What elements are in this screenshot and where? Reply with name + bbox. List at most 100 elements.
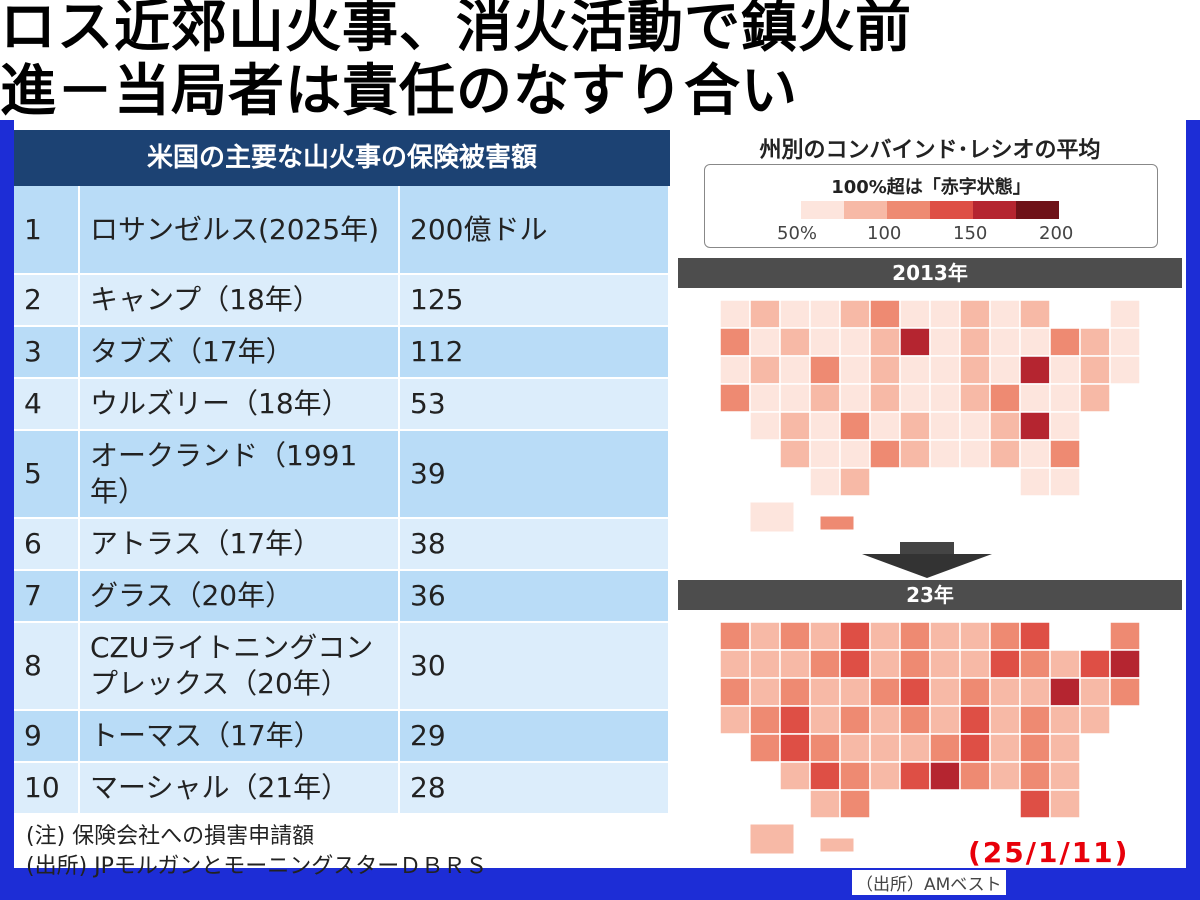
- state-region: [899, 327, 931, 357]
- state-region: [1109, 649, 1141, 679]
- state-region: [779, 327, 811, 357]
- state-region: [839, 411, 871, 441]
- state-region: [1079, 355, 1111, 385]
- state-region: [959, 677, 991, 707]
- state-region: [989, 621, 1021, 651]
- name-cell: アトラス（17年）: [79, 518, 400, 571]
- table-notes: (注) 保険会社への損害申請額 (出所) JPモルガンとモーニングスターＤＢＲＳ: [26, 822, 487, 882]
- state-region: [779, 299, 811, 329]
- state-region: [959, 355, 991, 385]
- amount-cell: 125: [399, 274, 670, 327]
- state-region: [899, 761, 931, 791]
- state-region: [869, 327, 901, 357]
- state-region: [989, 649, 1021, 679]
- state-region: [869, 411, 901, 441]
- state-region: [989, 761, 1021, 791]
- amount-cell: 38: [399, 518, 670, 571]
- state-region: [839, 733, 871, 763]
- state-region: [869, 383, 901, 413]
- state-region: [839, 467, 871, 497]
- state-region: [959, 733, 991, 763]
- state-region: [899, 677, 931, 707]
- state-region: [929, 705, 961, 735]
- legend-swatch: [1016, 201, 1059, 219]
- state-region: [899, 649, 931, 679]
- rank-cell: 9: [14, 710, 80, 763]
- state-region: [899, 439, 931, 469]
- state-region: [749, 733, 781, 763]
- state-region: [839, 677, 871, 707]
- state-region: [1109, 621, 1141, 651]
- state-region: [809, 327, 841, 357]
- state-region: [899, 411, 931, 441]
- state-region: [719, 649, 751, 679]
- state-region: [1109, 299, 1141, 329]
- amount-cell: 39: [399, 430, 670, 519]
- legend-swatch: [844, 201, 887, 219]
- state-region: [929, 649, 961, 679]
- state-region: [719, 705, 751, 735]
- legend-swatch: [930, 201, 973, 219]
- state-region: [809, 467, 841, 497]
- state-region: [989, 299, 1021, 329]
- state-region: [719, 677, 751, 707]
- state-region: [839, 761, 871, 791]
- name-cell: オークランド（1991年）: [79, 430, 400, 519]
- state-region: [779, 761, 811, 791]
- table-row: 2 キャンプ（18年） 125: [14, 274, 670, 327]
- state-region: [809, 677, 841, 707]
- state-region: [1019, 789, 1051, 819]
- state-region: [1019, 649, 1051, 679]
- rank-cell: 10: [14, 762, 80, 815]
- state-region: [749, 621, 781, 651]
- state-region: [779, 705, 811, 735]
- hawaii-region: [819, 837, 855, 853]
- table-row: 8 CZUライトニングコンプレックス（20年） 30: [14, 622, 670, 711]
- headline-line-1: ロス近郊山火事、消火活動で鎮火前: [0, 0, 912, 60]
- rank-cell: 4: [14, 378, 80, 431]
- amount-cell: 28: [399, 762, 670, 815]
- rank-cell: 8: [14, 622, 80, 711]
- state-region: [959, 383, 991, 413]
- state-region: [959, 761, 991, 791]
- map-source: （出所）AMベスト: [852, 870, 1006, 895]
- state-region: [839, 439, 871, 469]
- state-region: [719, 383, 751, 413]
- headline-line-2: 進－当局者は責任のなすり合い: [0, 59, 798, 124]
- state-region: [929, 439, 961, 469]
- state-region: [959, 705, 991, 735]
- state-region: [929, 411, 961, 441]
- down-arrow-icon: [862, 542, 992, 578]
- state-region: [779, 355, 811, 385]
- state-region: [959, 299, 991, 329]
- rank-cell: 5: [14, 430, 80, 519]
- state-region: [779, 411, 811, 441]
- map-title: 州別のコンバインド･レシオの平均: [759, 138, 1101, 163]
- state-region: [899, 383, 931, 413]
- amount-cell: 200億ドル: [399, 186, 670, 275]
- state-region: [1049, 467, 1081, 497]
- state-region: [719, 355, 751, 385]
- year-bar-2023: 23年: [678, 580, 1182, 610]
- us-map-2013: [719, 299, 1141, 533]
- state-region: [1049, 355, 1081, 385]
- state-region: [1049, 677, 1081, 707]
- state-region: [869, 299, 901, 329]
- state-region: [809, 761, 841, 791]
- rank-cell: 3: [14, 326, 80, 379]
- state-region: [1049, 789, 1081, 819]
- state-region: [809, 411, 841, 441]
- state-region: [1049, 327, 1081, 357]
- state-region: [839, 299, 871, 329]
- table-body: 1 ロサンゼルス(2025年) 200億ドル 2 キャンプ（18年） 125 3 タブズ（17…: [14, 186, 670, 815]
- state-region: [1049, 439, 1081, 469]
- state-region: [1019, 411, 1051, 441]
- rank-cell: 2: [14, 274, 80, 327]
- state-region: [899, 299, 931, 329]
- state-region: [1019, 621, 1051, 651]
- state-region: [839, 649, 871, 679]
- table-row: 6 アトラス（17年） 38: [14, 518, 670, 571]
- state-region: [839, 327, 871, 357]
- state-region: [719, 327, 751, 357]
- state-region: [959, 327, 991, 357]
